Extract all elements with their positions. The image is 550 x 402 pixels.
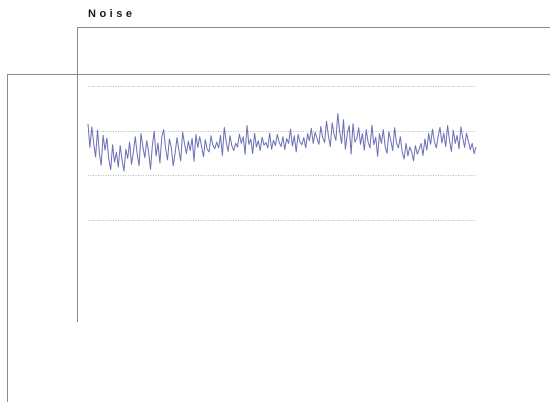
toolbar-rule xyxy=(7,74,550,75)
noise-series-line-1 xyxy=(87,113,477,172)
window-title: Noise xyxy=(88,8,136,20)
plot-left-border xyxy=(77,74,78,322)
header-rule xyxy=(78,27,550,28)
chart-gridlines xyxy=(88,86,476,221)
header-left-border xyxy=(77,27,78,74)
outer-left-border xyxy=(7,74,8,402)
chart-series xyxy=(87,113,477,172)
